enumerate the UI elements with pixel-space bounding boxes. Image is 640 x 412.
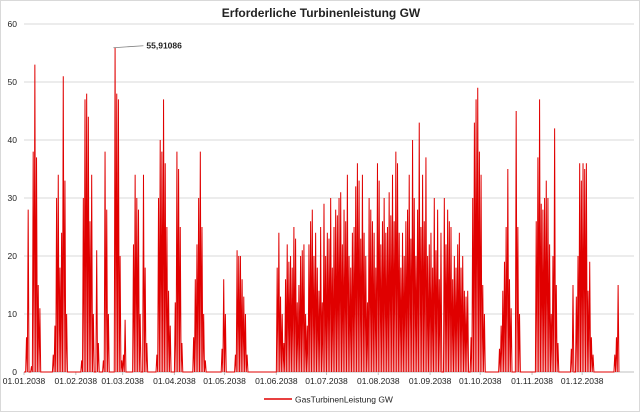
x-tick-label: 01.03.2038 [101,376,144,386]
x-axis: 01.01.2038 01.02.2038 01.03.2038 01.04.2038… [3,371,634,386]
x-tick-label: 01.04.2038 [153,376,196,386]
x-tick-label: 01.12.2038 [561,376,604,386]
y-axis: 0 10 20 30 40 50 60 [8,19,18,377]
y-tick-label: 0 [12,367,17,377]
annotation-label: 55,91086 [146,41,182,51]
x-tick-label: 01.09.2038 [409,376,452,386]
x-tick-label: 01.06.2038 [255,376,298,386]
x-tick-label: 01.05.2038 [203,376,246,386]
series-line [24,47,620,373]
x-tick-label: 01.01.2038 [3,376,46,386]
annotation-leader [113,45,144,49]
chart-title: Erforderliche Turbinenleistung GW [222,6,421,20]
y-tick-label: 60 [8,19,18,29]
x-tick-label: 01.11.2038 [511,376,553,386]
gridlines [24,23,634,315]
x-tick-label: 01.02.2038 [55,376,98,386]
y-tick-label: 30 [8,193,18,203]
x-tick-label: 01.10.2038 [459,376,502,386]
y-tick-label: 40 [8,135,18,145]
y-tick-label: 20 [8,251,18,261]
x-tick-label: 01.08.2038 [357,376,400,386]
y-tick-label: 50 [8,77,18,87]
x-tick-label: 01.07.2038 [305,376,348,386]
plot-area [24,47,620,373]
annotations: 55,91086 [113,41,182,51]
legend: GasTurbinenLeistung GW [264,395,393,405]
y-tick-label: 10 [8,309,18,319]
legend-label: GasTurbinenLeistung GW [295,395,393,405]
